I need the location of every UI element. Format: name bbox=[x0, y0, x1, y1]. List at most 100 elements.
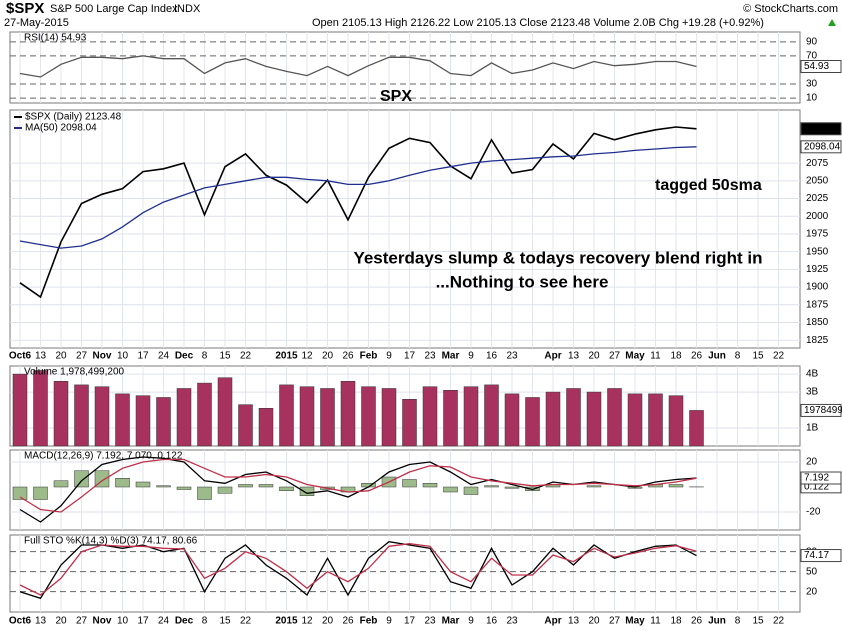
bar bbox=[197, 382, 212, 447]
x-tick-label: 24 bbox=[158, 351, 170, 362]
bar bbox=[33, 370, 48, 447]
x-tick-label: 9 bbox=[468, 616, 474, 627]
y-tick-label: 2050 bbox=[806, 175, 829, 186]
bar bbox=[607, 388, 622, 447]
x-tick-label: 16 bbox=[486, 351, 498, 362]
x-tick-label: 10 bbox=[117, 616, 129, 627]
bar bbox=[115, 478, 130, 488]
panel-title: RSI(14) 54.93 bbox=[24, 33, 87, 44]
x-tick-label: 13 bbox=[568, 351, 580, 362]
x-tick-label: 12 bbox=[301, 616, 313, 627]
bar bbox=[668, 395, 684, 447]
panel-title: Full STO %K(14,3) %D(3) 74.17, 80.66 bbox=[24, 536, 198, 547]
x-tick-label: 27 bbox=[76, 351, 88, 362]
x-tick-label: Apr bbox=[544, 351, 561, 362]
quote: Open 2105.13 High 2126.22 Low 2105.13 Cl… bbox=[312, 17, 764, 29]
annotation: ...Nothing to see here bbox=[436, 272, 609, 291]
y-tick-label: -20 bbox=[806, 507, 821, 518]
x-tick-label: 11 bbox=[650, 616, 661, 627]
x-tick-label: 27 bbox=[609, 351, 621, 362]
x-tick-label: 26 bbox=[342, 616, 354, 627]
y-tick-label: 3B bbox=[806, 387, 819, 398]
date: 27-May-2015 bbox=[4, 17, 69, 29]
bar bbox=[279, 486, 294, 491]
x-tick-label: Nov bbox=[93, 351, 112, 362]
x-tick-label: Nov bbox=[93, 616, 112, 627]
bar bbox=[299, 486, 315, 496]
bar bbox=[463, 486, 479, 495]
x-tick-label: 22 bbox=[240, 616, 252, 627]
y-tick-label: 30 bbox=[806, 79, 818, 90]
bar bbox=[135, 395, 151, 447]
x-tick-label: 26 bbox=[342, 351, 354, 362]
series-line bbox=[19, 543, 697, 596]
x-tick-label: Jun bbox=[708, 351, 726, 362]
x-tick-label: 2015 bbox=[275, 616, 298, 627]
x-tick-label: 8 bbox=[735, 616, 741, 627]
x-tick-label: Mar bbox=[442, 616, 460, 627]
bar bbox=[545, 391, 561, 447]
x-tick-label: 10 bbox=[117, 351, 129, 362]
x-tick-label: Oct6 bbox=[9, 351, 32, 362]
bar bbox=[176, 486, 192, 490]
y-tick-label: 1950 bbox=[806, 246, 829, 257]
x-tick-label: 23 bbox=[506, 351, 518, 362]
value-box-label: 74.17 bbox=[804, 550, 829, 561]
bar bbox=[381, 388, 397, 447]
bar bbox=[484, 485, 499, 488]
x-tick-label: 22 bbox=[773, 616, 785, 627]
bar bbox=[217, 486, 233, 494]
x-tick-label: Mar bbox=[442, 351, 460, 362]
x-tick-label: 9 bbox=[468, 351, 474, 362]
y-tick-label: 1925 bbox=[806, 264, 829, 275]
bar bbox=[279, 384, 294, 447]
x-tick-label: 20 bbox=[55, 351, 67, 362]
x-tick-label: 20 bbox=[588, 616, 600, 627]
panel-title: MACD(12,26,9) 7.192, 7.070, 0.122 bbox=[24, 451, 183, 462]
y-tick-label: 1B bbox=[806, 423, 819, 434]
up-arrow bbox=[828, 19, 836, 26]
panel bbox=[9, 109, 801, 349]
bar bbox=[53, 480, 69, 488]
bar bbox=[422, 483, 438, 488]
x-tick-label: 15 bbox=[752, 616, 764, 627]
bar bbox=[156, 397, 171, 447]
copyright: © StockCharts.com bbox=[743, 3, 838, 15]
panel bbox=[9, 31, 801, 104]
x-tick-label: 20 bbox=[322, 351, 334, 362]
bar bbox=[135, 481, 151, 488]
series-line bbox=[19, 458, 697, 513]
x-tick-label: 15 bbox=[219, 616, 231, 627]
bar bbox=[648, 393, 663, 447]
y-tick-label: 10 bbox=[806, 93, 818, 104]
y-tick-label: 20 bbox=[806, 586, 818, 597]
x-tick-label: 15 bbox=[752, 351, 764, 362]
value-box-label: 1978499 bbox=[804, 405, 842, 416]
bar bbox=[156, 485, 171, 488]
x-tick-label: Jun bbox=[708, 616, 726, 627]
x-tick-label: 8 bbox=[202, 351, 208, 362]
bar bbox=[299, 386, 315, 447]
y-tick-label: 50 bbox=[806, 566, 818, 577]
x-tick-label: 22 bbox=[773, 351, 785, 362]
panel-title: Volume 1,978,499,200 bbox=[24, 367, 125, 378]
x-tick-label: 24 bbox=[158, 616, 170, 627]
y-tick-label: 70 bbox=[806, 51, 818, 62]
annotation: tagged 50sma bbox=[655, 177, 762, 194]
y-tick-label: 20 bbox=[806, 457, 818, 468]
bar bbox=[176, 388, 192, 447]
bar bbox=[53, 381, 69, 447]
bar bbox=[258, 484, 274, 488]
panel bbox=[9, 449, 801, 531]
bar bbox=[402, 479, 417, 488]
bar bbox=[340, 381, 356, 447]
x-tick-label: 8 bbox=[202, 616, 208, 627]
bar bbox=[12, 373, 28, 447]
x-tick-label: 17 bbox=[404, 616, 416, 627]
annotation: Yesterdays slump & todays recovery blend… bbox=[353, 248, 762, 267]
x-tick-label: 17 bbox=[404, 351, 416, 362]
y-tick-label: 1975 bbox=[806, 229, 829, 240]
bar bbox=[74, 384, 89, 447]
x-tick-label: 15 bbox=[219, 351, 231, 362]
